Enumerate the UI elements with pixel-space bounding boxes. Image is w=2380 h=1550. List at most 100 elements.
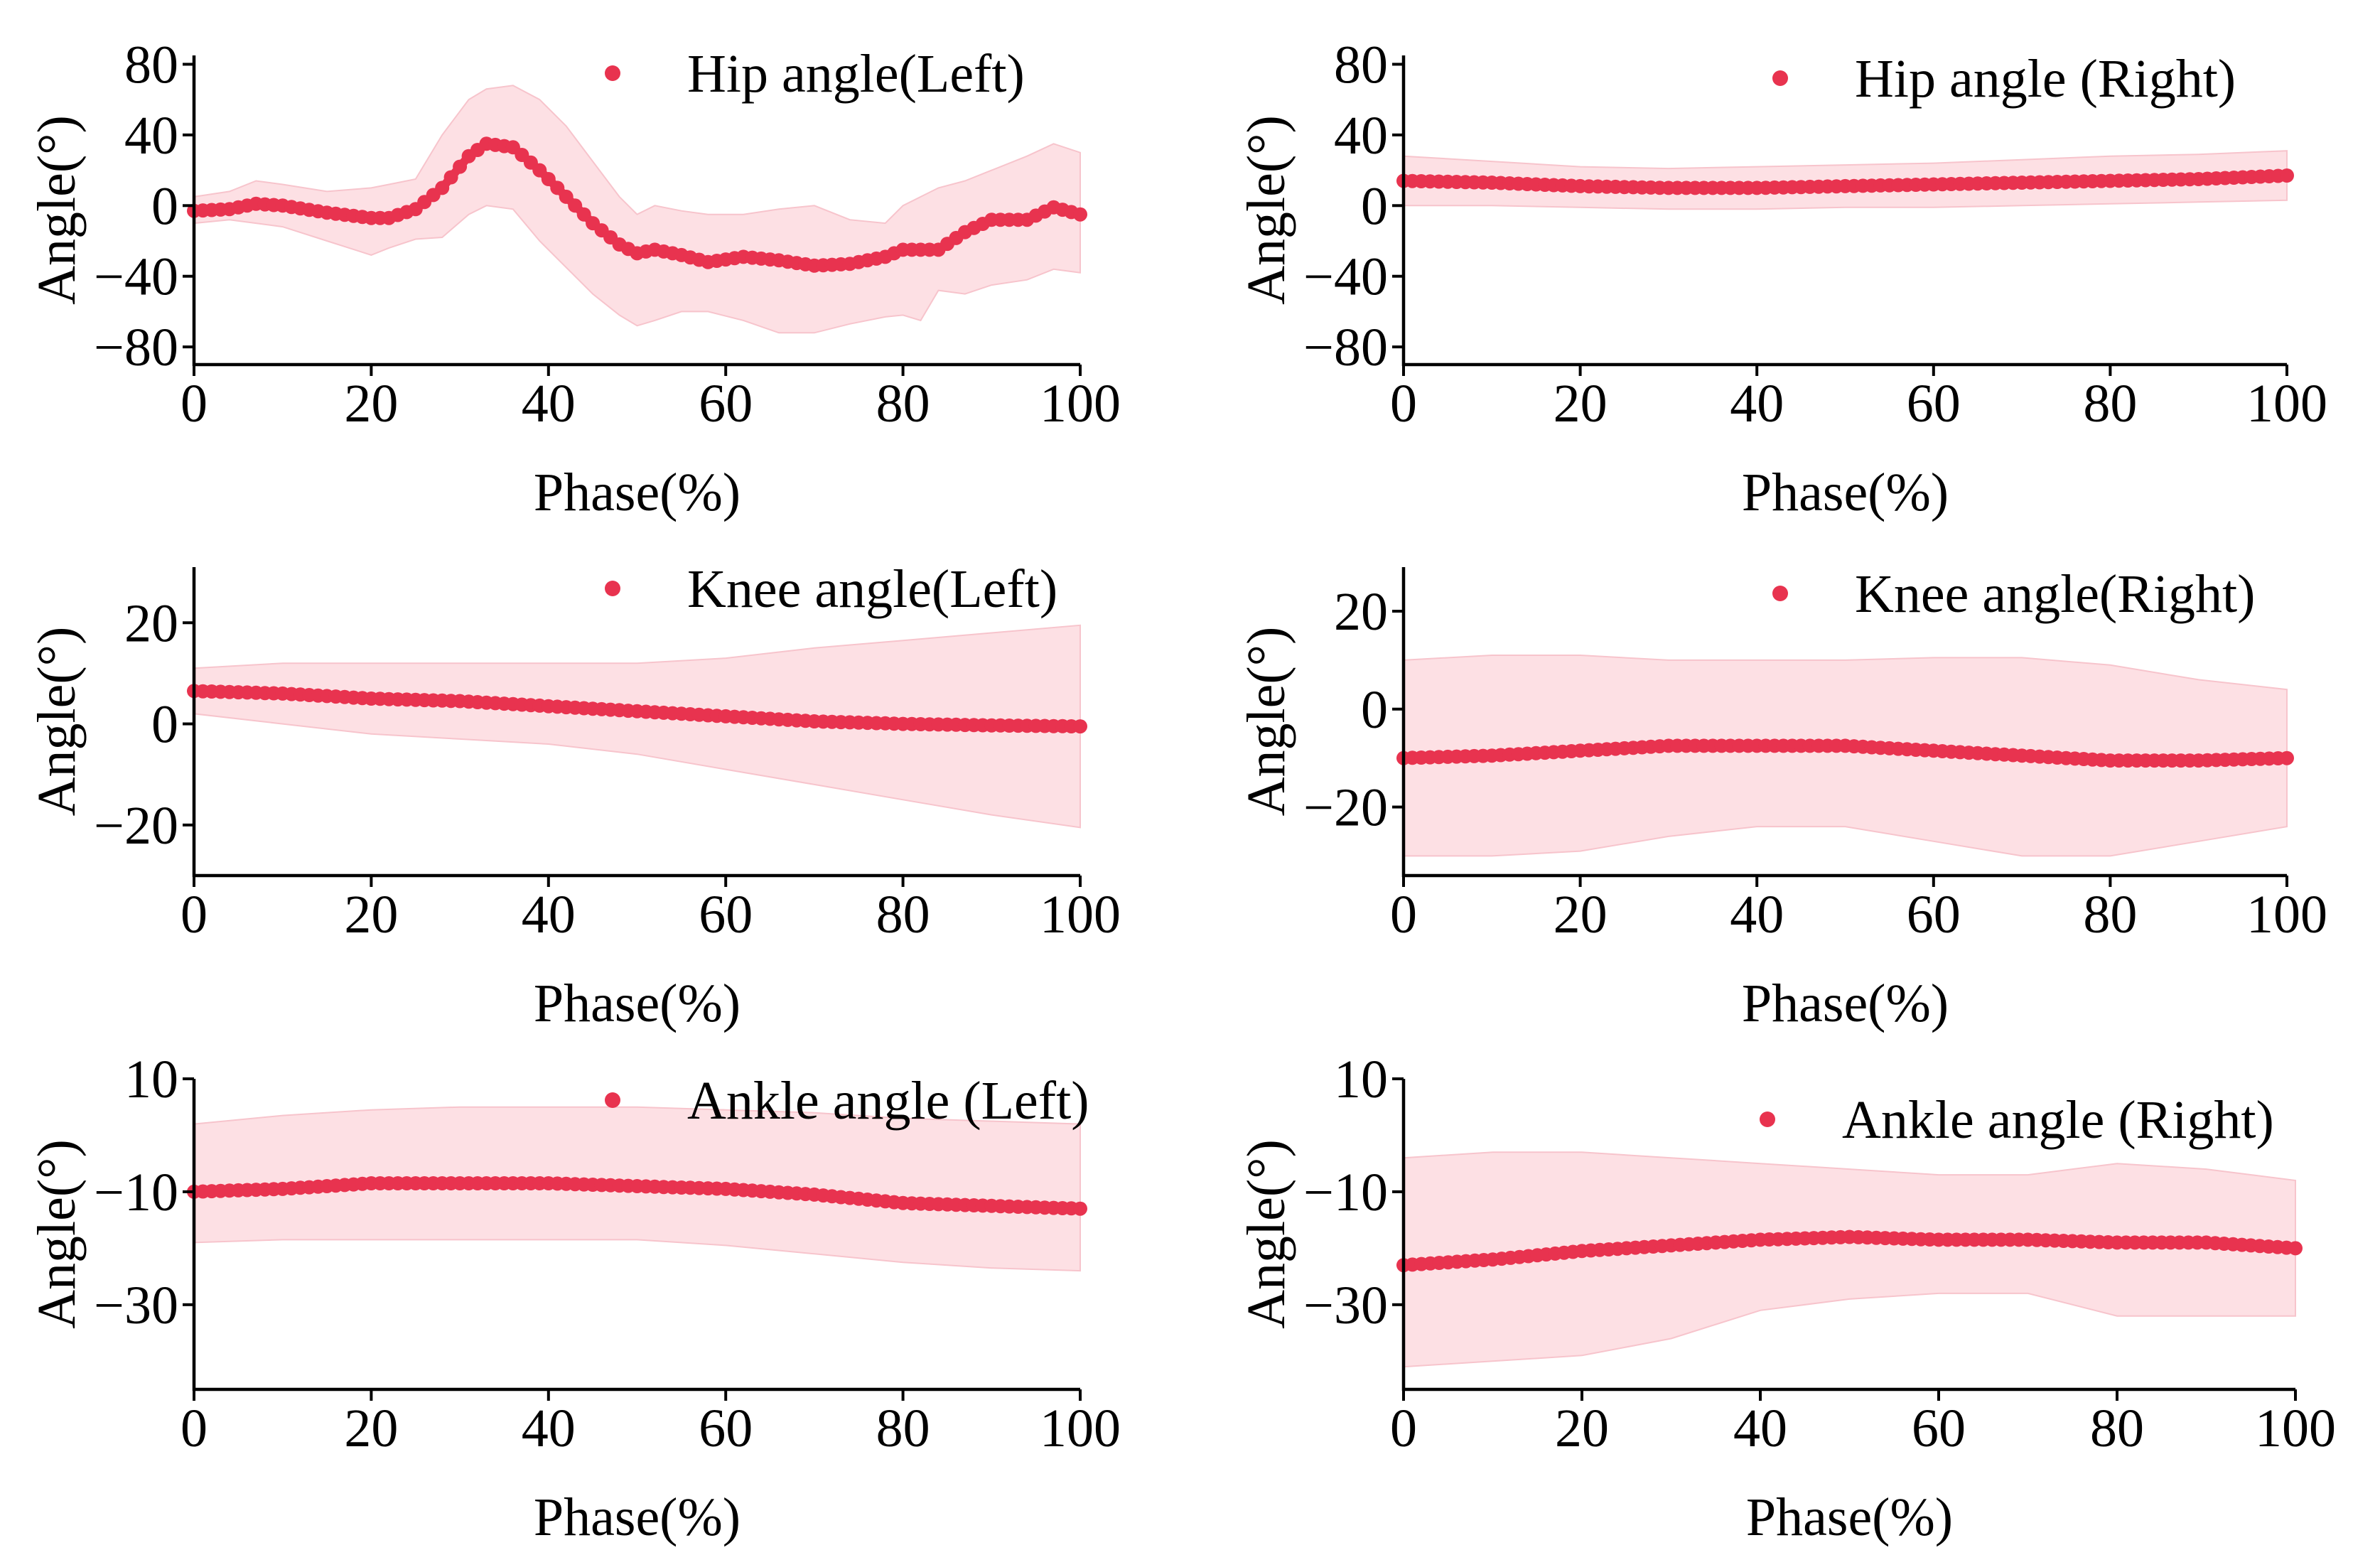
x-tick-label: 60: [699, 885, 753, 944]
y-tick-label: −40: [94, 247, 178, 307]
y-tick-label: −80: [1303, 318, 1388, 377]
legend-marker: [1772, 586, 1788, 601]
y-tick-label: 0: [1361, 680, 1388, 740]
y-tick-label: 40: [124, 106, 178, 166]
legend-label: Knee angle(Left): [687, 559, 1057, 619]
y-axis-title: Angle(°): [1237, 115, 1296, 305]
x-axis-title: Phase(%): [534, 1487, 741, 1547]
data-point: [576, 207, 591, 222]
data-point: [532, 163, 547, 178]
y-tick-label: −20: [1303, 778, 1388, 838]
x-tick-label: 100: [1040, 374, 1121, 434]
x-tick-label: 0: [1390, 374, 1417, 434]
data-point: [559, 189, 574, 204]
y-tick-label: −10: [94, 1163, 178, 1222]
y-axis-title: Angle(°): [27, 627, 87, 817]
chart-panel-hip-right: 0 20 40 60 80 100 80 40 0 −40 −80 Phase(%) Angle(°) H…: [1237, 35, 2327, 522]
y-tick-label: −80: [94, 318, 178, 377]
y-tick-label: −40: [1303, 247, 1388, 307]
x-tick-label: 20: [1555, 1399, 1609, 1458]
data-point: [541, 172, 556, 186]
y-tick-label: 40: [1334, 106, 1388, 166]
x-axis-title: Phase(%): [1742, 974, 1949, 1033]
std-band-ankle-right: [1403, 1151, 2296, 1368]
data-point: [2280, 168, 2294, 183]
data-point: [2288, 1241, 2303, 1256]
y-axis-title: Angle(°): [1237, 1139, 1296, 1329]
x-tick-label: 80: [2083, 374, 2137, 434]
x-tick-label: 80: [876, 374, 930, 434]
x-tick-label: 40: [1733, 1399, 1787, 1458]
y-axis-title: Angle(°): [27, 115, 87, 305]
legend-label: Hip angle(Left): [687, 44, 1025, 104]
x-tick-label: 60: [699, 1399, 753, 1458]
x-tick-label: 40: [522, 885, 576, 944]
legend-marker: [605, 1092, 620, 1108]
y-tick-label: 10: [1334, 1050, 1388, 1109]
legend-marker: [605, 581, 620, 596]
x-tick-label: 20: [344, 885, 398, 944]
y-tick-label: 20: [124, 593, 178, 653]
data-point: [1073, 207, 1087, 222]
legend-marker: [605, 65, 620, 81]
x-tick-label: 0: [181, 374, 208, 434]
y-tick-label: 0: [151, 695, 178, 755]
x-tick-label: 100: [2246, 374, 2327, 434]
chart-panel-hip-left: 0 20 40 60 80 100 80 40 0 −40 −80 Phase(%) Angle(°) H…: [27, 35, 1121, 522]
x-tick-label: 100: [2246, 885, 2327, 944]
x-tick-label: 60: [1907, 374, 1961, 434]
x-tick-label: 40: [1730, 374, 1784, 434]
x-axis-title: Phase(%): [534, 463, 741, 522]
x-tick-label: 100: [1040, 885, 1121, 944]
std-band-knee-left: [193, 624, 1081, 829]
chart-panel-ankle-left: 0 20 40 60 80 100 10 −10 −30 Phase(%) Angle(°) Ankl…: [27, 1050, 1121, 1547]
x-tick-label: 100: [2255, 1399, 2336, 1458]
x-tick-label: 0: [1390, 1399, 1417, 1458]
data-point: [1073, 719, 1087, 734]
x-tick-label: 60: [1907, 885, 1961, 944]
y-tick-label: −30: [94, 1276, 178, 1335]
y-tick-label: 20: [1334, 582, 1388, 642]
data-point: [568, 198, 583, 213]
legend-label: Ankle angle (Right): [1842, 1090, 2274, 1150]
x-tick-label: 40: [522, 374, 576, 434]
x-tick-label: 20: [1554, 885, 1608, 944]
legend-label: Ankle angle (Left): [687, 1071, 1089, 1131]
x-axis-title: Phase(%): [1746, 1487, 1953, 1547]
y-tick-label: 80: [124, 35, 178, 95]
x-axis-title: Phase(%): [1742, 463, 1949, 522]
data-point: [443, 170, 458, 185]
y-tick-label: −10: [1303, 1163, 1388, 1222]
data-point: [453, 159, 468, 174]
std-band-hip-left: [193, 85, 1081, 334]
y-tick-label: −20: [94, 796, 178, 856]
data-point: [1073, 1201, 1087, 1216]
y-tick-label: 0: [151, 176, 178, 236]
x-tick-label: 80: [2090, 1399, 2144, 1458]
x-tick-label: 60: [699, 374, 753, 434]
x-tick-label: 40: [1730, 885, 1784, 944]
x-tick-label: 20: [344, 1399, 398, 1458]
x-tick-label: 80: [876, 1399, 930, 1458]
x-tick-label: 0: [181, 885, 208, 944]
y-tick-label: 80: [1334, 35, 1388, 95]
chart-panel-ankle-right: 0 20 40 60 80 100 10 −10 −30 Phase(%) Angle(°) Ankl…: [1237, 1050, 2336, 1547]
x-tick-label: 100: [1040, 1399, 1121, 1458]
data-point: [2280, 750, 2294, 765]
x-tick-label: 20: [344, 374, 398, 434]
legend-marker: [1772, 70, 1788, 86]
y-axis-title: Angle(°): [1237, 627, 1296, 817]
x-tick-label: 0: [1390, 885, 1417, 944]
legend-marker: [1760, 1112, 1775, 1127]
y-axis-title: Angle(°): [27, 1139, 87, 1329]
x-axis-title: Phase(%): [534, 974, 741, 1033]
y-tick-label: 10: [124, 1050, 178, 1109]
x-tick-label: 20: [1554, 374, 1608, 434]
legend-label: Hip angle (Right): [1855, 49, 2236, 109]
data-point: [550, 181, 565, 195]
x-tick-label: 0: [181, 1399, 208, 1458]
y-tick-label: 0: [1361, 176, 1388, 236]
